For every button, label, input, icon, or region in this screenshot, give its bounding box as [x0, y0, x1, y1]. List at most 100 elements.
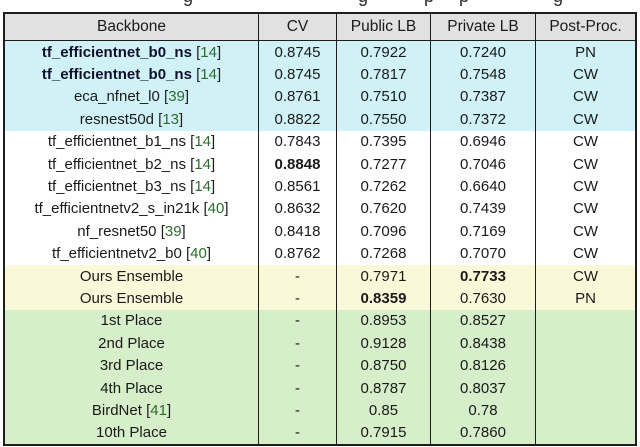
- private-lb-cell: 0.8037: [430, 376, 535, 400]
- post-proc-cell: [535, 309, 635, 333]
- public-lb-cell: 0.7395: [336, 130, 430, 153]
- citation-bracket-open: [: [146, 401, 151, 419]
- table-row: nf_resnet50 [39] 0.8418 0.7096 0.7169 CW: [5, 220, 635, 243]
- post-proc-cell: [535, 332, 635, 355]
- backbone-cell: 1st Place: [5, 310, 258, 332]
- backbone-name: 1st Place: [100, 312, 163, 330]
- public-lb-cell: 0.9128: [336, 332, 430, 355]
- private-lb-cell: 0.7630: [430, 287, 535, 310]
- post-proc-cell: [535, 376, 635, 400]
- citation-bracket-open: [: [190, 133, 195, 151]
- post-proc-cell: PN: [535, 287, 635, 310]
- citation-bracket-open: [: [164, 88, 169, 106]
- caption-descender: g: [358, 0, 368, 5]
- cv-cell: -: [258, 309, 336, 333]
- citation-bracket-open: [: [203, 200, 208, 218]
- public-lb-cell: 0.8359: [336, 287, 430, 310]
- citation-ref[interactable]: 14: [194, 155, 212, 173]
- post-proc-cell: PN: [535, 41, 635, 64]
- backbone-name: BirdNet: [91, 401, 142, 419]
- post-proc-cell: [535, 354, 635, 377]
- cv-cell: -: [258, 332, 336, 355]
- backbone-cell: eca_nfnet_l0 [39]: [5, 86, 258, 108]
- backbone-name: tf_efficientnet_b3_ns: [47, 178, 186, 196]
- table-row: tf_efficientnet_b3_ns [14] 0.8561 0.7262 0.…: [5, 175, 635, 198]
- citation-ref[interactable]: 39: [164, 222, 182, 240]
- backbone-cell: Ours Ensemble: [5, 287, 258, 309]
- column-header-public-lb: Public LB: [336, 14, 430, 40]
- public-lb-cell: 0.7510: [336, 85, 430, 109]
- citation-bracket-open: [: [160, 222, 165, 240]
- backbone-name: tf_efficientnet_b2_ns: [47, 155, 186, 173]
- table-row: eca_nfnet_l0 [39] 0.8761 0.7510 0.7387 CW: [5, 85, 635, 109]
- citation-bracket-close: ]: [211, 155, 216, 173]
- backbone-cell: BirdNet [41]: [5, 399, 258, 421]
- table-row: tf_efficientnet_b2_ns [14] 0.8848 0.7277 0.…: [5, 152, 635, 176]
- post-proc-cell: CW: [535, 197, 635, 221]
- private-lb-cell: 0.7372: [430, 108, 535, 131]
- cv-cell: 0.8762: [258, 242, 336, 265]
- citation-ref[interactable]: 13: [162, 110, 180, 128]
- citation-ref[interactable]: 14: [194, 133, 212, 151]
- post-proc-cell: CW: [535, 242, 635, 265]
- backbone-cell: 10th Place: [5, 422, 258, 444]
- cv-cell: 0.8745: [258, 41, 336, 64]
- citation-bracket-close: ]: [206, 245, 212, 263]
- private-lb-cell: 0.7046: [430, 152, 535, 176]
- public-lb-cell: 0.7277: [336, 152, 430, 176]
- public-lb-cell: 0.7268: [336, 242, 430, 265]
- cv-cell: -: [258, 264, 336, 288]
- citation-ref[interactable]: 14: [194, 178, 212, 196]
- backbone-name: tf_efficientnet_b0_ns: [41, 66, 192, 84]
- citation-ref[interactable]: 14: [200, 43, 217, 61]
- citation-ref[interactable]: 40: [190, 245, 207, 263]
- backbone-cell: tf_efficientnet_b2_ns [14]: [5, 153, 258, 175]
- citation-ref[interactable]: 40: [207, 200, 225, 218]
- cv-cell: 0.8561: [258, 175, 336, 198]
- caption-descender: p: [459, 0, 469, 5]
- public-lb-cell: 0.8750: [336, 354, 430, 377]
- citation-bracket-close: ]: [224, 200, 229, 218]
- citation-bracket-close: ]: [216, 66, 222, 84]
- table-row: BirdNet [41] -0.85 0.78: [5, 399, 635, 422]
- public-lb-cell: 0.85: [336, 399, 430, 422]
- post-proc-cell: CW: [535, 264, 635, 288]
- backbone-cell: tf_efficientnetv2_b0 [40]: [5, 243, 258, 265]
- citation-bracket-close: ]: [179, 110, 184, 128]
- citation-bracket-open: [: [190, 155, 195, 173]
- citation-bracket-open: [: [190, 178, 195, 196]
- table-row: tf_efficientnet_b0_ns [14] 0.8745 0.7817 0.…: [5, 63, 635, 86]
- private-lb-cell: 0.7548: [430, 63, 535, 86]
- public-lb-cell: 0.7915: [336, 421, 430, 445]
- private-lb-cell: 0.78: [430, 399, 535, 422]
- table-row: resnest50d [13] 0.8822 0.7550 0.7372 CW: [5, 108, 635, 131]
- caption-descender: g: [553, 0, 563, 5]
- citation-bracket-open: [: [158, 110, 163, 128]
- table-row: Ours Ensemble -0.8359 0.7630 PN: [5, 287, 635, 310]
- public-lb-cell: 0.7620: [336, 197, 430, 221]
- column-header-backbone: Backbone: [97, 18, 166, 35]
- citation-ref[interactable]: 39: [168, 88, 185, 106]
- backbone-cell: tf_efficientnet_b3_ns [14]: [5, 175, 258, 197]
- cv-cell: -: [258, 354, 336, 377]
- public-lb-cell: 0.7262: [336, 175, 430, 198]
- backbone-name: eca_nfnet_l0: [73, 88, 160, 106]
- backbone-name: Ours Ensemble: [79, 267, 184, 285]
- cv-cell: -: [258, 376, 336, 400]
- table-row: tf_efficientnet_b1_ns [14] 0.7843 0.7395 0.…: [5, 130, 635, 153]
- citation-ref[interactable]: 41: [150, 401, 167, 419]
- citation-bracket-open: [: [185, 245, 191, 263]
- table-row: 10th Place -0.7915 0.7860: [5, 421, 635, 445]
- post-proc-cell: CW: [535, 220, 635, 243]
- citation-bracket-open: [: [196, 43, 201, 61]
- private-lb-cell: 0.7169: [430, 220, 535, 243]
- post-proc-cell: CW: [535, 63, 635, 86]
- table-row: tf_efficientnet_b0_ns [14] 0.8745 0.7922 0.…: [5, 41, 635, 64]
- citation-ref[interactable]: 14: [200, 66, 217, 84]
- column-header-private-lb: Private LB: [430, 14, 535, 40]
- backbone-cell: tf_efficientnetv2_s_in21k [40]: [5, 198, 258, 220]
- cv-cell: 0.8745: [258, 63, 336, 86]
- cv-cell: 0.8822: [258, 108, 336, 131]
- cv-cell: 0.8418: [258, 220, 336, 243]
- column-header-cv: CV: [258, 14, 336, 40]
